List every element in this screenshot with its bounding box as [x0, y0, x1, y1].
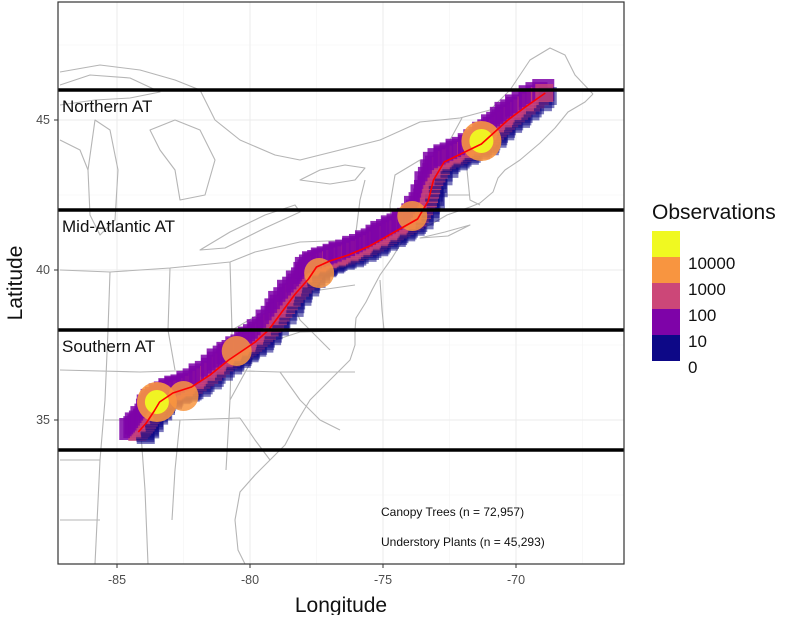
- legend-label: 10000: [688, 254, 735, 273]
- y-tick-label: 40: [36, 263, 50, 277]
- lake-michigan: [87, 119, 119, 236]
- sample-size-annotations: Canopy Trees (n = 72,957) Understory Pla…: [381, 505, 545, 549]
- appalachian-trail-line: [137, 92, 546, 433]
- canada-border: [59, 47, 594, 161]
- lake-superior: [59, 74, 161, 106]
- x-tick-label: -75: [374, 573, 392, 587]
- y-axis-title: Latitude: [4, 246, 27, 321]
- x-tick-label: -70: [507, 573, 525, 587]
- long-island: [419, 224, 471, 239]
- legend-swatch: [652, 335, 680, 361]
- lake-ontario: [299, 164, 366, 185]
- legend-swatch: [652, 309, 680, 335]
- grid-lines: [58, 2, 624, 564]
- hotspot: [397, 201, 428, 231]
- hotspot-core: [469, 129, 494, 153]
- annotation-canopy-trees: Canopy Trees (n = 72,957): [381, 505, 524, 519]
- legend-swatch: [652, 283, 680, 309]
- hotspot: [221, 336, 252, 366]
- legend-label: 100: [688, 306, 716, 325]
- x-tick-label: -85: [108, 573, 126, 587]
- hotspot: [304, 258, 335, 288]
- hotspot: [168, 381, 199, 411]
- legend-label: 10: [688, 332, 707, 351]
- plot-panel-border: [57, 1, 625, 565]
- region-label: Northern AT: [62, 97, 152, 116]
- annotation-understory-plants: Understory Plants (n = 45,293): [381, 535, 545, 549]
- y-tick-label: 35: [36, 413, 50, 427]
- y-tick-label: 45: [36, 113, 50, 127]
- legend-title: Observations: [652, 201, 776, 224]
- legend-label: 1000: [688, 280, 726, 299]
- x-tick-label: -80: [241, 573, 259, 587]
- legend-label: 0: [688, 358, 697, 377]
- region-label: Southern AT: [62, 337, 155, 356]
- region-label: Mid-Atlantic AT: [62, 217, 175, 236]
- x-axis-title: Longitude: [295, 594, 387, 615]
- coastline: [234, 93, 594, 565]
- hotspot-core: [144, 390, 169, 414]
- lake-huron: [149, 119, 216, 201]
- legend-swatch: [652, 231, 680, 257]
- axes: -85 -80 -75 -70 35 40 45: [36, 113, 525, 587]
- region-boundaries: Northern AT Mid-Atlantic AT Southern AT: [58, 88, 624, 452]
- legend-swatch: [652, 257, 680, 283]
